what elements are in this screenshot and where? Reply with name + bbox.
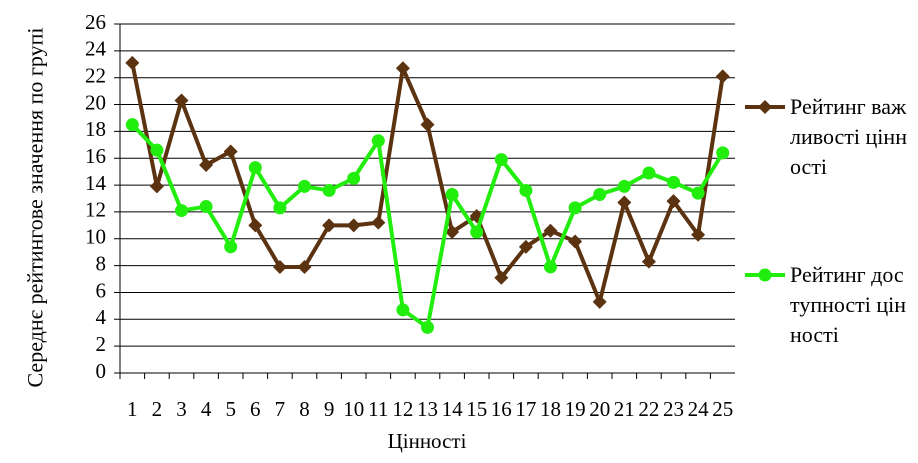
- data-point: [248, 218, 263, 233]
- x-tick-label: 17: [515, 397, 536, 421]
- legend-label: Рейтинг доступності цінності: [790, 262, 907, 347]
- x-tick-label: 4: [201, 397, 212, 421]
- data-point: [175, 204, 188, 218]
- data-point: [125, 55, 140, 70]
- x-tick-label: 19: [565, 397, 586, 421]
- x-tick-label: 23: [663, 397, 684, 421]
- y-tick-label: 4: [96, 305, 107, 329]
- data-point: [371, 134, 385, 148]
- y-tick-label: 6: [96, 278, 107, 302]
- legend-marker: [758, 100, 772, 114]
- x-tick-label: 16: [491, 397, 512, 421]
- x-tick-label: 1: [127, 397, 138, 421]
- x-tick-label: 18: [540, 397, 561, 421]
- data-point: [494, 270, 509, 285]
- data-point: [494, 153, 508, 167]
- y-tick-label: 24: [85, 37, 107, 61]
- y-tick-label: 0: [96, 359, 107, 383]
- x-tick-label: 5: [225, 397, 236, 421]
- x-tick-label: 7: [275, 397, 286, 421]
- data-point: [691, 186, 705, 200]
- x-tick-label: 11: [368, 397, 388, 421]
- data-point: [371, 215, 386, 230]
- data-point: [470, 225, 484, 239]
- data-point: [617, 179, 631, 193]
- y-tick-label: 8: [96, 251, 107, 275]
- data-point: [593, 187, 607, 201]
- x-tick-label: 21: [614, 397, 635, 421]
- data-point: [223, 144, 238, 159]
- data-point: [199, 200, 213, 214]
- x-tick-label: 25: [712, 397, 733, 421]
- x-tick-label: 2: [152, 397, 163, 421]
- data-point: [150, 143, 164, 157]
- y-tick-label: 16: [85, 144, 106, 168]
- data-point: [592, 294, 607, 309]
- data-point: [273, 201, 287, 215]
- legend-marker: [758, 268, 772, 282]
- x-axis-title: Цінності: [388, 429, 467, 453]
- x-tick-label: 12: [392, 397, 413, 421]
- x-tick-label: 22: [638, 397, 659, 421]
- legend-label: Рейтинг важливості цінності: [790, 94, 907, 179]
- y-tick-label: 12: [85, 198, 106, 222]
- x-tick-label: 8: [299, 397, 310, 421]
- data-point: [568, 234, 583, 249]
- x-tick-label: 20: [589, 397, 610, 421]
- y-tick-label: 14: [85, 171, 107, 195]
- data-point: [125, 118, 139, 132]
- data-point: [346, 218, 361, 233]
- x-tick-label: 15: [466, 397, 487, 421]
- data-point: [347, 171, 361, 185]
- data-point: [641, 254, 656, 269]
- data-point: [149, 179, 164, 194]
- x-tick-label: 9: [324, 397, 335, 421]
- data-point: [667, 175, 680, 189]
- data-point: [617, 195, 632, 210]
- data-point: [715, 69, 730, 84]
- data-point: [666, 194, 681, 209]
- x-tick-label: 13: [417, 397, 438, 421]
- data-point: [544, 260, 557, 274]
- data-point: [395, 61, 410, 76]
- y-tick-label: 10: [85, 225, 106, 249]
- data-point: [420, 117, 435, 132]
- x-tick-label: 3: [176, 397, 187, 421]
- y-tick-label: 18: [85, 117, 106, 141]
- y-tick-label: 26: [85, 10, 106, 34]
- data-point: [421, 320, 434, 334]
- data-point: [445, 225, 460, 240]
- x-tick-label: 10: [343, 397, 364, 421]
- data-point: [716, 146, 730, 160]
- data-point: [297, 259, 312, 274]
- x-tick-label: 14: [442, 397, 464, 421]
- y-tick-label: 2: [96, 332, 107, 356]
- data-point: [248, 161, 262, 175]
- data-point: [642, 166, 656, 180]
- data-point: [568, 201, 582, 215]
- data-point: [174, 93, 189, 108]
- data-point: [518, 239, 533, 254]
- data-point: [272, 259, 287, 274]
- y-tick-label: 20: [85, 90, 106, 114]
- y-tick-label: 22: [85, 64, 106, 88]
- data-point: [519, 183, 533, 197]
- data-point: [224, 240, 238, 254]
- data-point: [199, 157, 214, 172]
- data-point: [322, 218, 337, 233]
- data-point: [691, 227, 706, 242]
- x-tick-label: 24: [688, 397, 710, 421]
- data-point: [543, 223, 558, 238]
- x-tick-label: 6: [250, 397, 261, 421]
- data-point: [445, 187, 459, 201]
- data-point: [322, 183, 336, 197]
- data-point: [396, 303, 410, 317]
- data-point: [298, 179, 311, 193]
